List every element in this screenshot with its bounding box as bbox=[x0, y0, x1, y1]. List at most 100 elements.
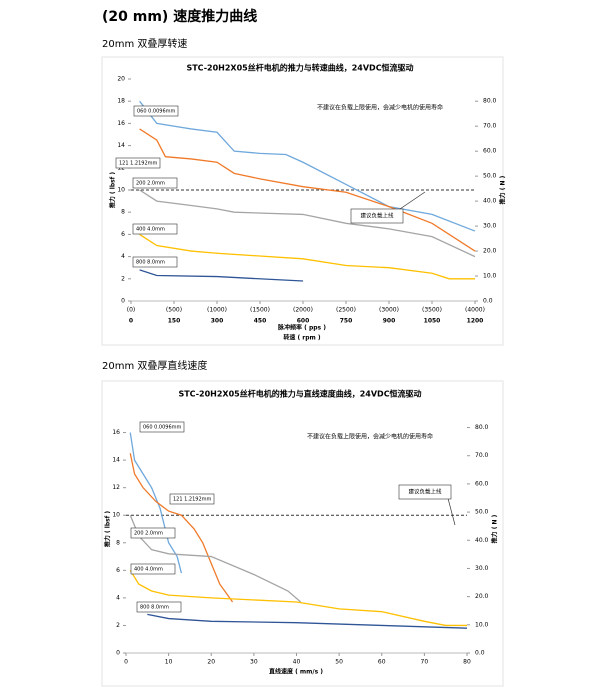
legend-label: 800 8.0mm bbox=[136, 260, 165, 266]
y2-tick-label: 20.0 bbox=[475, 593, 489, 600]
legend-label: 200 2.0mm bbox=[134, 531, 163, 537]
y2-tick-label: 80.0 bbox=[483, 98, 497, 105]
y-tick-label: 14 bbox=[117, 142, 125, 149]
y-axis-label: 推力 ( lbsf ) bbox=[109, 172, 117, 209]
callout-arrow bbox=[396, 191, 426, 212]
y2-tick-label: 20.0 bbox=[483, 248, 497, 255]
series-line bbox=[139, 269, 304, 282]
y2-tick-label: 60.0 bbox=[483, 148, 497, 155]
x2-tick-label: 1050 bbox=[424, 318, 441, 325]
x-tick-label: 40 bbox=[293, 659, 301, 666]
legend-label: 800 8.0mm bbox=[140, 605, 169, 611]
callout-box bbox=[350, 208, 404, 224]
y-tick-label: 8 bbox=[121, 209, 125, 216]
annotation: 不建议在负载上限使用，会减少电机的使用寿命 bbox=[307, 433, 433, 441]
y2-tick-label: 10.0 bbox=[475, 621, 489, 628]
y2-tick-label: 40.0 bbox=[475, 537, 489, 544]
legend-box bbox=[132, 177, 178, 189]
y-tick-label: 6 bbox=[121, 231, 125, 238]
legend-label: 200 2.0mm bbox=[136, 181, 165, 187]
chart-frame bbox=[101, 56, 504, 346]
x-tick-label: (500) bbox=[166, 307, 182, 314]
x2-tick-label: 150 bbox=[168, 318, 181, 325]
legend-box bbox=[133, 105, 179, 117]
section-heading: 20mm 双叠厚转速 bbox=[102, 37, 187, 50]
callout-label: 建议负载上线 bbox=[408, 488, 442, 496]
legend-box bbox=[132, 223, 178, 235]
y-tick-label: 0 bbox=[121, 298, 125, 305]
y2-tick-label: 70.0 bbox=[483, 123, 497, 130]
legend-label: 121 1.2192mm bbox=[119, 161, 157, 167]
y-tick-label: 2 bbox=[121, 275, 125, 282]
y-tick-label: 20 bbox=[117, 76, 125, 83]
y2-tick-label: 30.0 bbox=[483, 223, 497, 230]
y2-tick-label: 50.0 bbox=[475, 509, 489, 516]
y2-tick-label: 70.0 bbox=[475, 452, 489, 459]
legend-label: 060 0.0096mm bbox=[137, 109, 175, 115]
y-tick-label: 16 bbox=[117, 120, 125, 127]
y-tick-label: 8 bbox=[116, 539, 120, 546]
section-heading: 20mm 双叠厚直线速度 bbox=[102, 359, 207, 372]
x-tick-label: (4000) bbox=[465, 307, 485, 314]
annotation: 不建议在负载上限使用，会减少电机的使用寿命 bbox=[317, 104, 443, 112]
x-tick-label: 60 bbox=[378, 659, 386, 666]
chart-title: STC-20H2X05丝杆电机的推力与直线速度曲线，24VDC恒流驱动 bbox=[178, 389, 421, 399]
x-axis-label: 脉冲频率 ( pps ) bbox=[277, 324, 326, 332]
series-line bbox=[129, 453, 234, 603]
legend-label: 060 0.0096mm bbox=[143, 425, 181, 431]
y2-tick-label: 30.0 bbox=[475, 565, 489, 572]
y-tick-label: 14 bbox=[112, 457, 120, 464]
x-tick-label: (0) bbox=[127, 307, 136, 314]
legend-box bbox=[136, 601, 182, 613]
legend-label: 121 1.2192mm bbox=[173, 497, 211, 503]
legend-box bbox=[130, 563, 176, 575]
y-tick-label: 2 bbox=[116, 622, 120, 629]
y-tick-label: 4 bbox=[121, 253, 125, 260]
y2-tick-label: 80.0 bbox=[475, 424, 489, 431]
x-axis-label: 直线速度 ( mm/s ) bbox=[269, 668, 323, 676]
chart-title: STC-20H2X05丝杆电机的推力与转速曲线，24VDC恒流驱动 bbox=[186, 63, 413, 73]
x-tick-label: 50 bbox=[335, 659, 343, 666]
x2-tick-label: 600 bbox=[297, 318, 310, 325]
x2-tick-label: 900 bbox=[383, 318, 396, 325]
y2-axis-label: 推力 ( N ) bbox=[491, 514, 499, 543]
y-tick-label: 18 bbox=[117, 98, 125, 105]
x2-tick-label: 0 bbox=[129, 318, 133, 325]
y-axis-label: 推力 ( lbsf ) bbox=[104, 511, 112, 548]
callout-label: 建议负载上线 bbox=[360, 212, 394, 220]
y2-tick-label: 60.0 bbox=[475, 480, 489, 487]
x-tick-label: (3000) bbox=[379, 307, 399, 314]
series-line bbox=[147, 613, 468, 629]
y-tick-label: 4 bbox=[116, 594, 120, 601]
y2-tick-label: 40.0 bbox=[483, 198, 497, 205]
x-tick-label: (2500) bbox=[336, 307, 356, 314]
y2-tick-label: 0.0 bbox=[483, 298, 493, 305]
x-tick-label: 30 bbox=[250, 659, 258, 666]
x-tick-label: 10 bbox=[165, 659, 173, 666]
y-tick-label: 10 bbox=[112, 512, 120, 519]
y-tick-label: 6 bbox=[116, 567, 120, 574]
x-tick-label: (1000) bbox=[207, 307, 227, 314]
legend-box bbox=[169, 493, 215, 505]
x-tick-label: 0 bbox=[124, 659, 128, 666]
x-tick-label: (1500) bbox=[250, 307, 270, 314]
series-line bbox=[139, 233, 475, 280]
y2-tick-label: 10.0 bbox=[483, 273, 497, 280]
y2-axis-label: 推力 ( N ) bbox=[499, 175, 507, 204]
series-line bbox=[129, 569, 467, 627]
x-tick-label: 70 bbox=[421, 659, 429, 666]
x2-tick-label: 750 bbox=[340, 318, 353, 325]
x2-tick-label: 1200 bbox=[467, 318, 484, 325]
y-tick-label: 10 bbox=[117, 187, 125, 194]
y2-tick-label: 0.0 bbox=[475, 650, 485, 657]
legend-box bbox=[132, 256, 178, 268]
x2-axis-label: 转速 ( rpm ) bbox=[283, 334, 321, 342]
legend-box bbox=[130, 527, 176, 539]
legend-label: 400 4.0mm bbox=[134, 567, 163, 573]
x2-tick-label: 450 bbox=[254, 318, 267, 325]
y-tick-label: 0 bbox=[116, 650, 120, 657]
x-tick-label: 80 bbox=[463, 659, 471, 666]
y-tick-label: 12 bbox=[112, 484, 120, 491]
series-line bbox=[139, 100, 476, 232]
